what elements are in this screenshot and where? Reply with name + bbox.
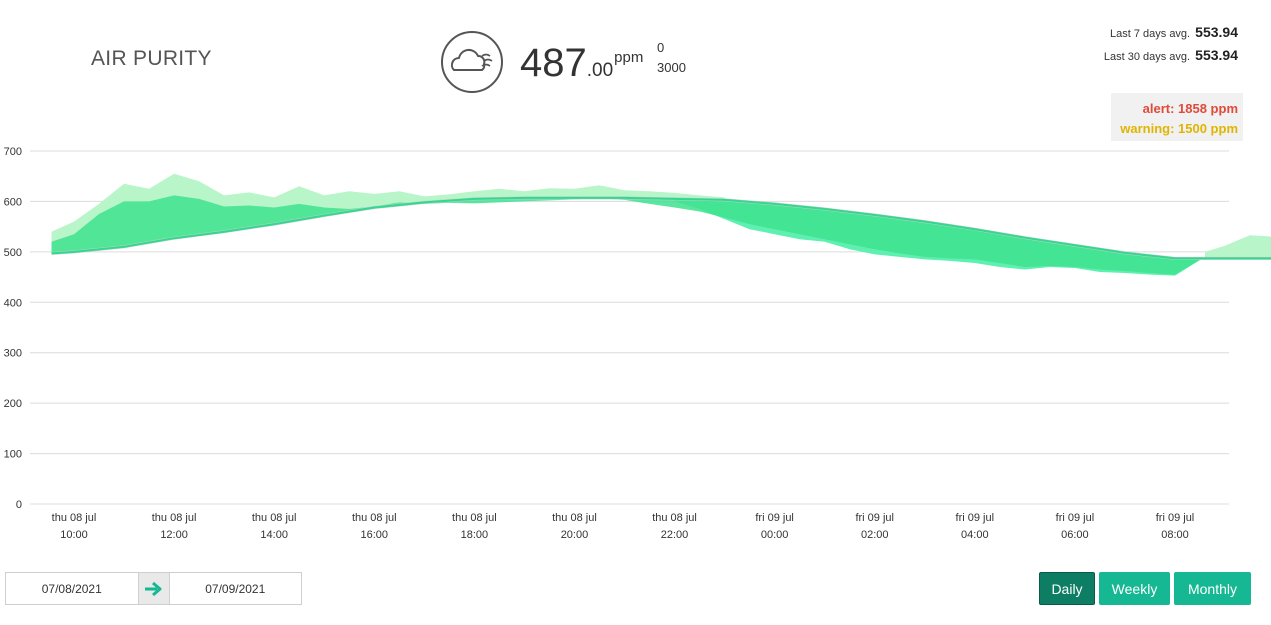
- cloud-wind-icon: [441, 31, 503, 93]
- daily-button[interactable]: Daily: [1039, 572, 1095, 605]
- x-tick-day: thu 08 jul: [152, 512, 197, 524]
- y-tick-label: 300: [4, 348, 22, 360]
- range-min: 0: [657, 40, 665, 55]
- reading-integer: 487: [520, 41, 587, 85]
- avg-7-label: Last 7 days avg.: [1110, 28, 1191, 40]
- arrow-right-icon: [137, 573, 170, 604]
- x-tick-day: fri 09 jul: [1156, 512, 1195, 524]
- series-trend: [51, 196, 1271, 260]
- y-tick-label: 200: [4, 398, 22, 410]
- x-tick-time: 04:00: [961, 529, 989, 541]
- avg-7-days: Last 7 days avg. 553.94: [1104, 22, 1238, 45]
- x-tick-time: 22:00: [661, 529, 689, 541]
- reading-decimal: .00: [586, 60, 614, 81]
- alert-threshold: alert: 1858 ppm: [1142, 101, 1238, 116]
- y-tick-label: 700: [4, 146, 22, 158]
- x-tick-time: 12:00: [160, 529, 188, 541]
- y-tick-label: 0: [16, 499, 22, 511]
- x-tick-time: 18:00: [461, 529, 489, 541]
- x-tick-day: thu 08 jul: [52, 512, 97, 524]
- avg-30-value: 553.94: [1195, 47, 1238, 63]
- x-tick-time: 20:00: [561, 529, 589, 541]
- x-tick-time: 14:00: [260, 529, 288, 541]
- x-tick-day: thu 08 jul: [352, 512, 397, 524]
- x-tick-time: 16:00: [361, 529, 389, 541]
- x-tick-day: fri 09 jul: [1056, 512, 1095, 524]
- series-actual: [51, 195, 1271, 275]
- x-tick-time: 08:00: [1161, 529, 1189, 541]
- range-max: 3000: [657, 60, 686, 75]
- x-tick-time: 10:00: [60, 529, 88, 541]
- x-tick-time: 00:00: [761, 529, 789, 541]
- y-tick-label: 100: [4, 449, 22, 461]
- date-to-input[interactable]: 07/09/2021: [205, 581, 266, 596]
- x-tick-day: thu 08 jul: [552, 512, 597, 524]
- averages: Last 7 days avg. 553.94 Last 30 days avg…: [1104, 22, 1238, 68]
- x-tick-day: thu 08 jul: [452, 512, 497, 524]
- series-upper-band: [51, 173, 725, 254]
- y-tick-label: 500: [4, 247, 22, 259]
- date-range-picker: 07/08/2021 07/09/2021: [5, 572, 302, 605]
- reading-unit: ppm: [614, 49, 644, 66]
- y-tick-label: 400: [4, 297, 22, 309]
- air-purity-chart: 0 100 200 300 400 500 600 700 thu 08 jul 10:00 thu…: [4, 146, 1271, 541]
- x-tick-time: 06:00: [1061, 529, 1089, 541]
- date-from-input[interactable]: 07/08/2021: [41, 581, 102, 596]
- x-tick-day: fri 09 jul: [755, 512, 794, 524]
- x-tick-time: 02:00: [861, 529, 889, 541]
- period-selector: Daily Weekly Monthly: [1039, 572, 1251, 605]
- avg-30-days: Last 30 days avg. 553.94: [1104, 45, 1238, 68]
- x-tick-day: fri 09 jul: [956, 512, 995, 524]
- weekly-button[interactable]: Weekly: [1099, 572, 1170, 605]
- page-title: AIR PURITY: [91, 47, 212, 70]
- x-tick-day: thu 08 jul: [252, 512, 297, 524]
- series-upper-band-end: [1205, 235, 1271, 259]
- avg-7-value: 553.94: [1195, 24, 1238, 40]
- threshold-box: alert: 1858 ppm warning: 1500 ppm: [1111, 93, 1243, 141]
- x-tick-day: thu 08 jul: [652, 512, 697, 524]
- warning-threshold: warning: 1500 ppm: [1120, 121, 1238, 136]
- reading-range: 0 3000: [657, 38, 686, 78]
- y-tick-label: 600: [4, 196, 22, 208]
- monthly-button[interactable]: Monthly: [1174, 572, 1251, 605]
- x-tick-day: fri 09 jul: [855, 512, 894, 524]
- reading-value: 487.00ppm: [520, 34, 643, 95]
- avg-30-label: Last 30 days avg.: [1103, 51, 1191, 63]
